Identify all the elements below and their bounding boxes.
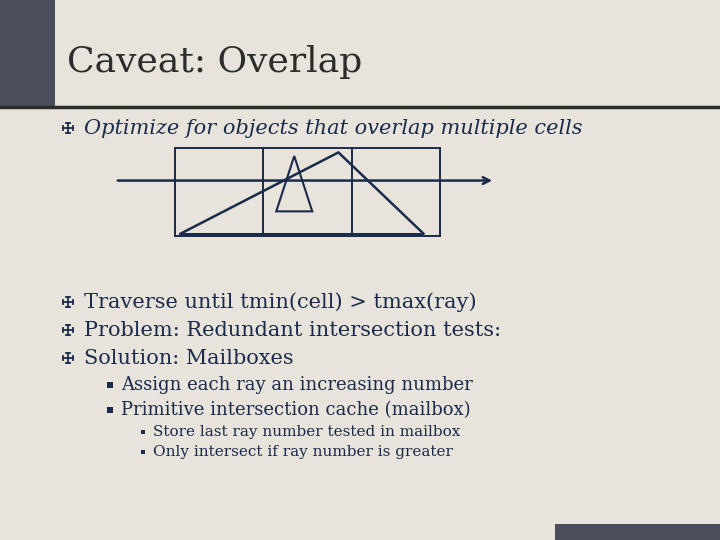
Bar xyxy=(107,407,113,413)
Text: Optimize for objects that overlap multiple cells: Optimize for objects that overlap multip… xyxy=(84,118,582,138)
Text: Traverse until tmin(cell) > tmax(ray): Traverse until tmin(cell) > tmax(ray) xyxy=(84,292,477,312)
Bar xyxy=(555,524,720,540)
Text: Caveat: Overlap: Caveat: Overlap xyxy=(67,45,362,79)
Text: Problem: Redundant intersection tests:: Problem: Redundant intersection tests: xyxy=(84,321,501,340)
Bar xyxy=(107,382,113,388)
Bar xyxy=(140,430,145,434)
Text: Solution: Mailboxes: Solution: Mailboxes xyxy=(84,348,294,368)
Text: Primitive intersection cache (mailbox): Primitive intersection cache (mailbox) xyxy=(121,401,471,419)
Bar xyxy=(140,450,145,454)
Text: Assign each ray an increasing number: Assign each ray an increasing number xyxy=(121,376,473,394)
Text: Store last ray number tested in mailbox: Store last ray number tested in mailbox xyxy=(153,425,460,439)
Bar xyxy=(0,0,55,107)
Text: Only intersect if ray number is greater: Only intersect if ray number is greater xyxy=(153,445,453,459)
